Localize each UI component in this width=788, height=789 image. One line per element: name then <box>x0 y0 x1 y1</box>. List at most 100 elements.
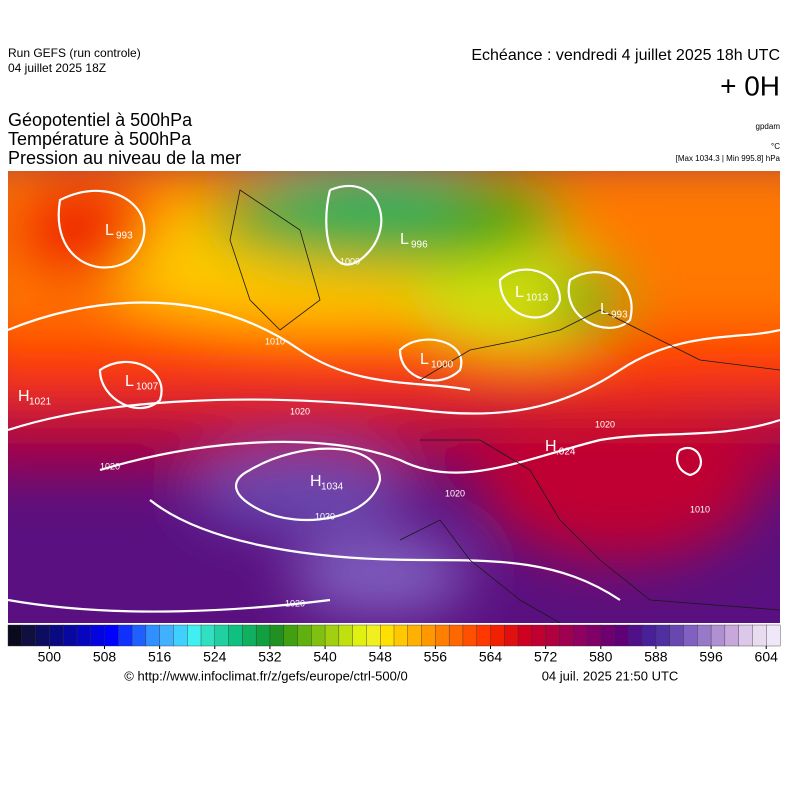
color-swatch <box>531 624 547 647</box>
color-swatch <box>655 624 671 647</box>
tick-label: 516 <box>148 649 172 665</box>
tick-label: 556 <box>424 649 448 665</box>
tick-label: 572 <box>534 649 558 665</box>
pressure-center: H 1021 <box>18 388 52 407</box>
title: Température à 500hPa <box>8 129 192 149</box>
color-swatch <box>338 624 354 647</box>
color-swatch <box>669 624 685 647</box>
color-swatch <box>683 624 698 647</box>
center-value: 993 <box>116 231 133 242</box>
tick-label: 596 <box>699 649 723 665</box>
color-swatch <box>200 624 216 647</box>
color-swatch <box>766 624 781 647</box>
pressure-center: L 1007 <box>125 373 159 392</box>
isobar-label: 1020 <box>445 488 465 498</box>
color-swatch <box>173 624 188 647</box>
pressure-center: H 1034 <box>310 473 344 492</box>
color-swatch <box>641 624 657 647</box>
echeance: Echéance : vendredi 4 juillet 2025 18h U… <box>471 47 780 64</box>
color-swatch <box>614 624 629 647</box>
color-swatch <box>517 624 533 647</box>
center-value: 996 <box>411 240 428 251</box>
color-swatch <box>697 624 712 647</box>
pressure-center: L 1013 <box>515 284 549 303</box>
tick-label: 604 <box>755 649 779 665</box>
tick-label: 532 <box>258 649 282 665</box>
tick-label: 508 <box>93 649 117 665</box>
color-swatch <box>297 624 312 647</box>
unit: °C <box>771 142 780 151</box>
center-symbol: L <box>515 284 524 301</box>
color-swatch <box>724 624 740 647</box>
color-swatch <box>7 624 23 647</box>
center-value: 1000 <box>431 360 454 371</box>
unit: gpdam <box>756 122 781 131</box>
color-swatch <box>393 624 409 647</box>
color-swatch <box>118 624 133 647</box>
title: Géopotentiel à 500hPa <box>8 110 193 130</box>
color-swatch <box>131 624 147 647</box>
color-swatch <box>462 624 478 647</box>
color-swatch <box>710 624 726 647</box>
map <box>8 171 780 623</box>
color-swatch <box>476 624 492 647</box>
color-swatch <box>407 624 423 647</box>
color-swatch <box>283 624 299 647</box>
color-swatch <box>76 624 92 647</box>
isobar-label: 1030 <box>315 511 335 521</box>
isobar-label: 1010 <box>265 336 285 346</box>
center-symbol: L <box>400 231 409 248</box>
center-symbol: L <box>125 373 134 390</box>
tick-label: 500 <box>38 649 62 665</box>
color-swatch <box>545 624 560 647</box>
color-swatch <box>21 624 37 647</box>
color-swatch <box>738 624 753 647</box>
center-symbol: L <box>420 351 429 368</box>
color-swatch <box>159 624 174 647</box>
color-swatch <box>104 624 119 647</box>
color-swatch <box>600 624 616 647</box>
tick-label: 588 <box>644 649 668 665</box>
center-value: 1021 <box>29 397 52 408</box>
color-swatch <box>145 624 161 647</box>
color-swatch <box>311 624 326 647</box>
center-symbol: L <box>600 301 609 318</box>
color-swatch <box>90 624 106 647</box>
color-swatch <box>628 624 643 647</box>
run-date: 04 juillet 2025 18Z <box>8 61 106 75</box>
isobar-label: 1020 <box>290 406 310 416</box>
color-swatch <box>573 624 588 647</box>
center-symbol: L <box>105 222 114 239</box>
isobar-label: 1000 <box>340 256 360 266</box>
run-label: Run GEFS (run controle) <box>8 46 141 60</box>
pressure-center: L 993 <box>105 222 133 241</box>
color-swatch <box>352 624 367 647</box>
isobar-label: 1020 <box>285 598 305 608</box>
color-swatch <box>324 624 340 647</box>
tick-label: 564 <box>479 649 503 665</box>
isobar-label: 1010 <box>690 504 710 514</box>
color-swatch <box>269 624 285 647</box>
color-swatch <box>752 624 767 647</box>
colorbar: 500 508 516 524 532 540 548 556 564 572 580 588 596 6… <box>7 624 781 665</box>
color-swatch <box>380 624 395 647</box>
color-swatch <box>490 624 505 647</box>
center-symbol: H <box>545 438 557 455</box>
source-url: © http://www.infoclimat.fr/z/gefs/europe… <box>124 668 407 683</box>
tick-label: 548 <box>369 649 393 665</box>
color-swatch <box>255 624 271 647</box>
timestamp: 04 juil. 2025 21:50 UTC <box>542 668 679 683</box>
color-swatch <box>187 624 202 647</box>
color-swatch <box>559 624 574 647</box>
center-value: 1007 <box>136 382 159 393</box>
tick-label: 540 <box>313 649 337 665</box>
center-value: 993 <box>611 310 628 321</box>
isobar-label: 1020 <box>595 419 615 429</box>
color-swatch <box>62 624 78 647</box>
color-swatch <box>586 624 602 647</box>
pressure-center: L 996 <box>400 231 428 250</box>
tick-label: 524 <box>203 649 227 665</box>
color-swatch <box>504 624 519 647</box>
